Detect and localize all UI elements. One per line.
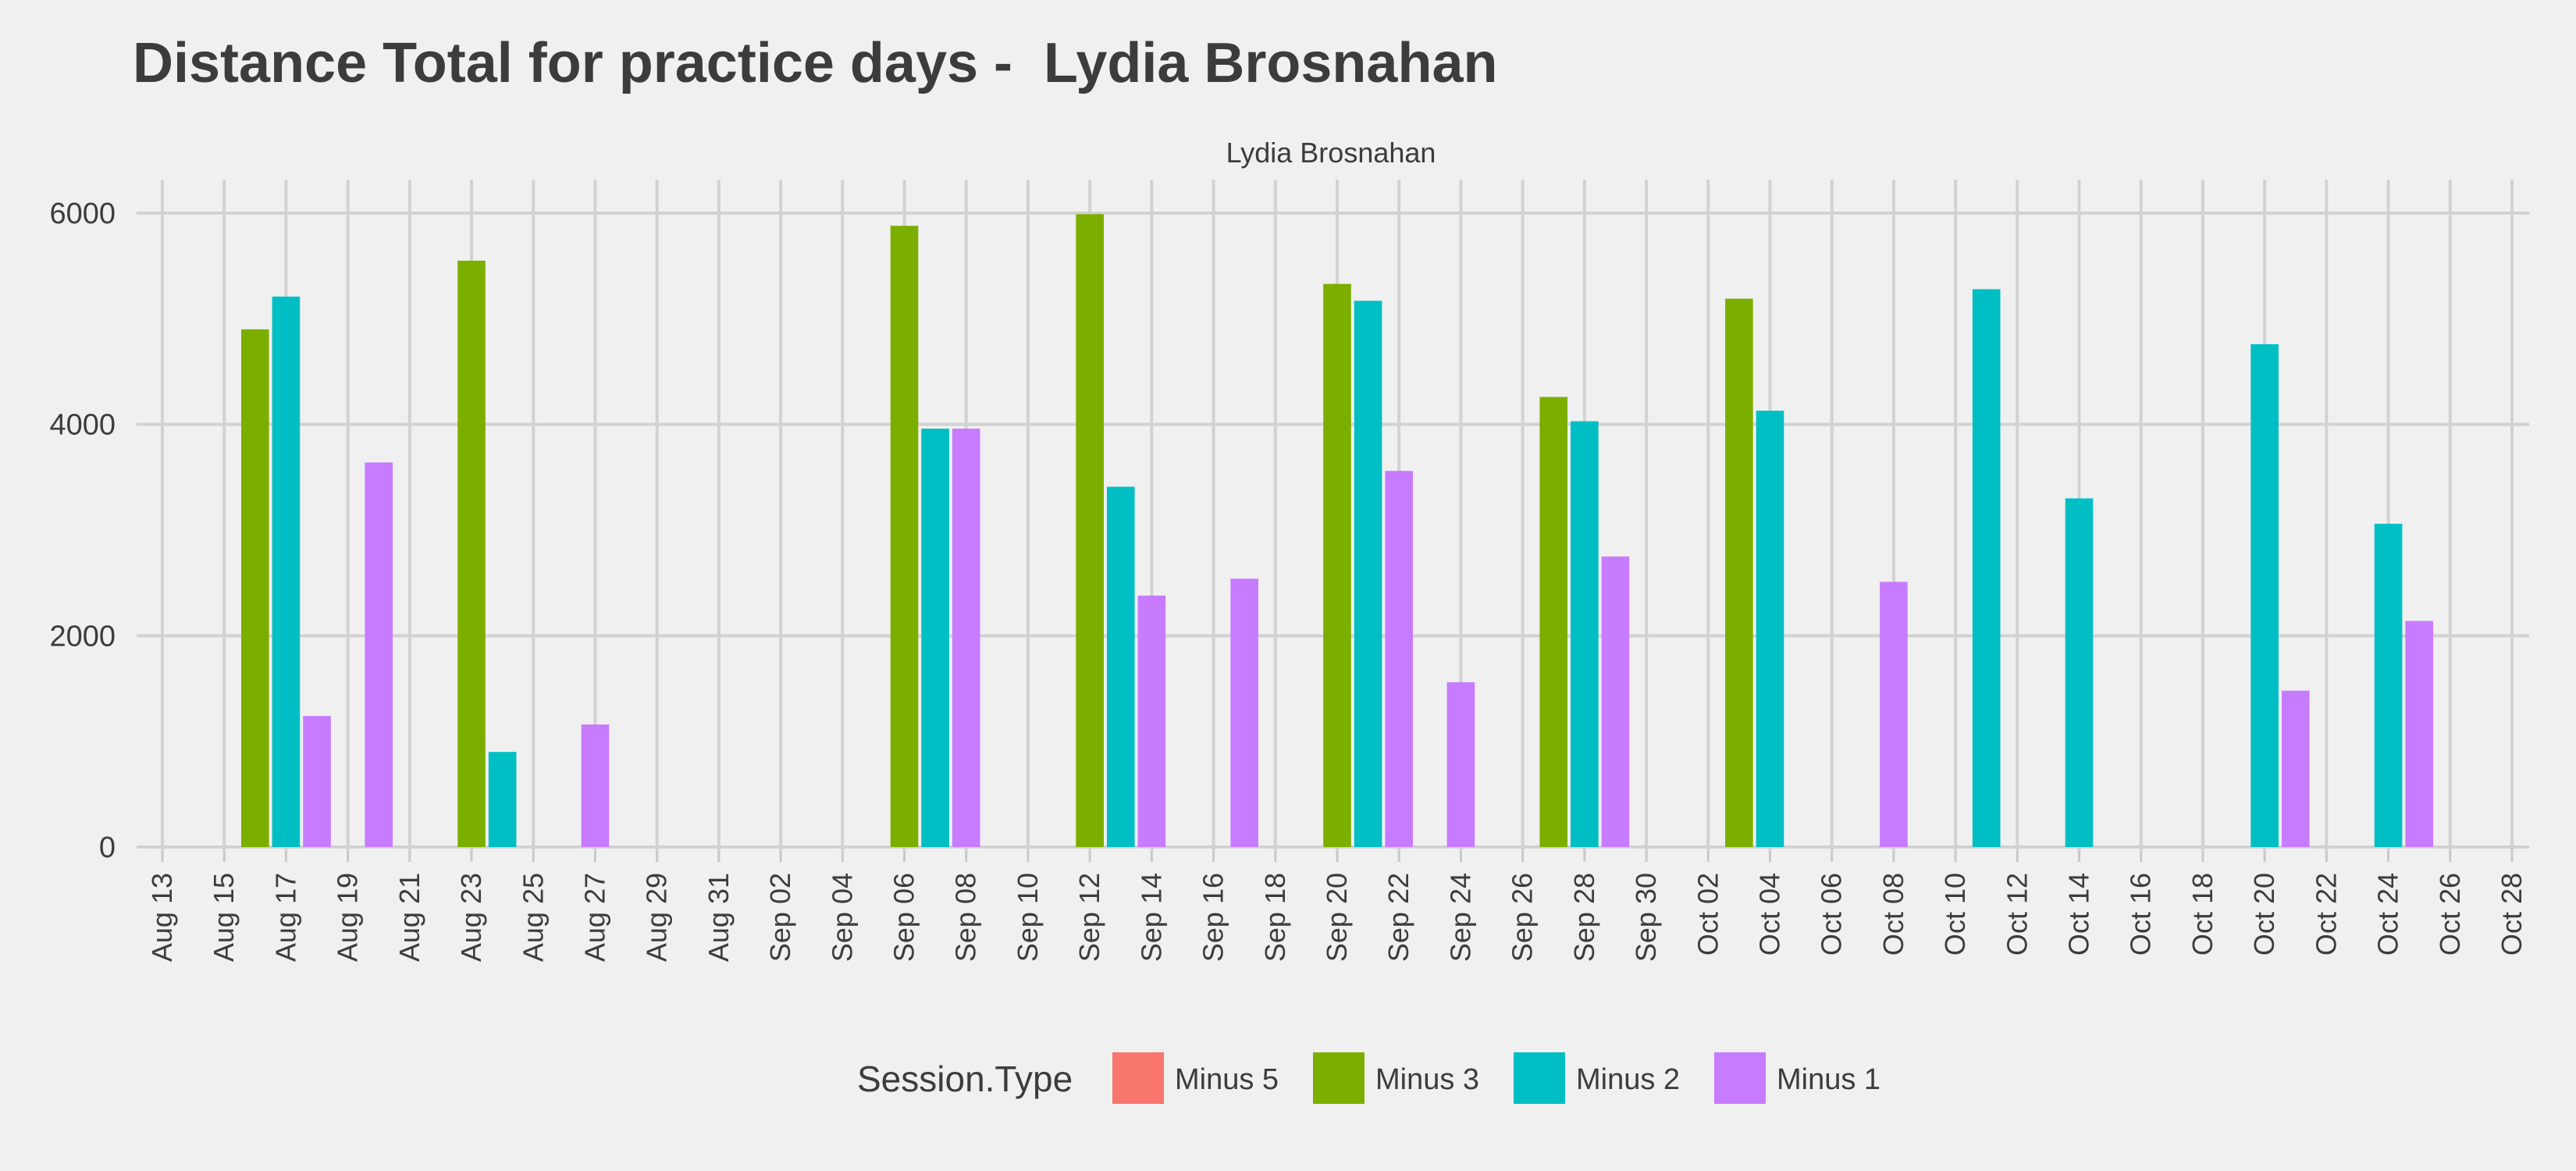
x-tick-label: Sep 14 — [1135, 873, 1167, 962]
x-tick-label: Oct 02 — [1692, 873, 1724, 956]
x-tick-label: Oct 06 — [1816, 873, 1848, 956]
legend-key — [1112, 1052, 1164, 1104]
x-tick-label: Oct 28 — [2496, 873, 2528, 956]
bar-minus-1 — [1601, 556, 1630, 847]
bar-minus-1 — [1385, 471, 1414, 847]
bars — [240, 214, 2434, 848]
bar-minus-3 — [240, 329, 269, 847]
x-tick-label: Sep 04 — [826, 873, 858, 962]
y-tick-label: 4000 — [49, 409, 116, 442]
bar-minus-2 — [2374, 523, 2403, 847]
x-tick-label: Oct 26 — [2434, 873, 2466, 956]
x-tick-label: Sep 12 — [1073, 873, 1105, 962]
chart-title: Distance Total for practice days - Lydia… — [133, 32, 1498, 94]
x-axis: Aug 13 Aug 15 Aug 17 Aug 19 Aug 21 Aug 23 Aug … — [146, 873, 2528, 962]
bar-minus-1 — [2405, 621, 2434, 847]
y-axis: 0 2000 4000 6000 — [49, 198, 116, 864]
x-tick-label: Aug 25 — [517, 873, 549, 962]
x-tick-label: Oct 24 — [2372, 873, 2404, 956]
legend-label: Minus 3 — [1375, 1063, 1479, 1096]
y-tick-label: 2000 — [49, 620, 116, 653]
bar-minus-2 — [2250, 343, 2279, 847]
x-tick-label: Oct 04 — [1753, 873, 1785, 956]
x-tick-label: Sep 20 — [1321, 873, 1353, 962]
x-tick-label: Oct 10 — [1939, 873, 1971, 956]
x-tick-label: Sep 24 — [1444, 873, 1476, 962]
x-tick-label: Sep 18 — [1259, 873, 1291, 962]
bar-minus-1 — [1230, 578, 1259, 847]
bar-minus-3 — [1323, 283, 1351, 847]
bar-minus-2 — [2065, 498, 2094, 847]
x-tick-label: Sep 28 — [1568, 873, 1600, 962]
x-tick-label: Sep 06 — [888, 873, 920, 962]
x-tick-label: Oct 14 — [2063, 873, 2095, 956]
bar-minus-1 — [2281, 690, 2310, 847]
bar-minus-2 — [1571, 421, 1599, 847]
x-tick-label: Sep 16 — [1197, 873, 1229, 962]
legend-key — [1313, 1052, 1364, 1104]
bar-minus-2 — [488, 752, 517, 847]
bar-minus-1 — [365, 462, 393, 847]
x-tick-label: Oct 20 — [2248, 873, 2280, 956]
x-tick-label: Sep 26 — [1507, 873, 1539, 962]
legend-key — [1514, 1052, 1565, 1104]
y-tick-label: 0 — [99, 831, 116, 864]
y-tick-label: 6000 — [49, 198, 116, 230]
bar-minus-2 — [1106, 486, 1135, 847]
legend-label: Minus 5 — [1175, 1063, 1279, 1096]
x-tick-label: Aug 23 — [455, 873, 487, 962]
bar-minus-2 — [921, 429, 949, 847]
bar-minus-2 — [272, 296, 301, 847]
legend: Session.Type Minus 5 Minus 3 Minus 2 Minus … — [857, 1052, 1880, 1104]
bar-minus-1 — [581, 724, 610, 847]
legend-label: Minus 2 — [1576, 1063, 1680, 1096]
bar-minus-3 — [1076, 214, 1104, 847]
bar-minus-1 — [952, 429, 980, 847]
x-tick-label: Sep 08 — [950, 873, 982, 962]
x-tick-label: Oct 12 — [2001, 873, 2033, 956]
bar-minus-1 — [1137, 595, 1166, 847]
x-tick-label: Oct 08 — [1877, 873, 1909, 956]
legend-label: Minus 1 — [1777, 1063, 1880, 1096]
bar-minus-3 — [890, 226, 919, 847]
bar-minus-1 — [1880, 582, 1908, 847]
x-tick-label: Oct 18 — [2186, 873, 2218, 956]
bar-minus-1 — [303, 716, 331, 847]
bar-minus-2 — [1354, 301, 1382, 847]
bar-minus-3 — [1539, 397, 1568, 848]
bar-minus-3 — [457, 260, 486, 847]
x-tick-label: Aug 27 — [578, 873, 610, 962]
bar-minus-3 — [1725, 298, 1753, 847]
x-tick-label: Aug 19 — [332, 873, 364, 962]
legend-key — [1714, 1052, 1766, 1104]
x-tick-label: Aug 21 — [393, 873, 425, 962]
facet-label: Lydia Brosnahan — [1226, 137, 1436, 169]
x-tick-label: Aug 31 — [703, 873, 735, 962]
x-tick-label: Sep 30 — [1630, 873, 1662, 962]
legend-title: Session.Type — [857, 1059, 1073, 1099]
x-tick-label: Sep 10 — [1012, 873, 1044, 962]
x-tick-label: Aug 29 — [641, 873, 673, 962]
bar-minus-1 — [1446, 682, 1475, 847]
x-tick-label: Aug 13 — [146, 873, 178, 962]
x-tick-label: Oct 16 — [2125, 873, 2157, 956]
x-tick-label: Aug 15 — [208, 873, 240, 962]
x-tick-label: Aug 17 — [269, 873, 301, 962]
x-tick-label: Sep 22 — [1382, 873, 1414, 962]
x-tick-label: Sep 02 — [764, 873, 796, 962]
bar-minus-2 — [1972, 289, 2001, 847]
bar-minus-2 — [1756, 411, 1784, 847]
x-tick-label: Oct 22 — [2310, 873, 2342, 956]
